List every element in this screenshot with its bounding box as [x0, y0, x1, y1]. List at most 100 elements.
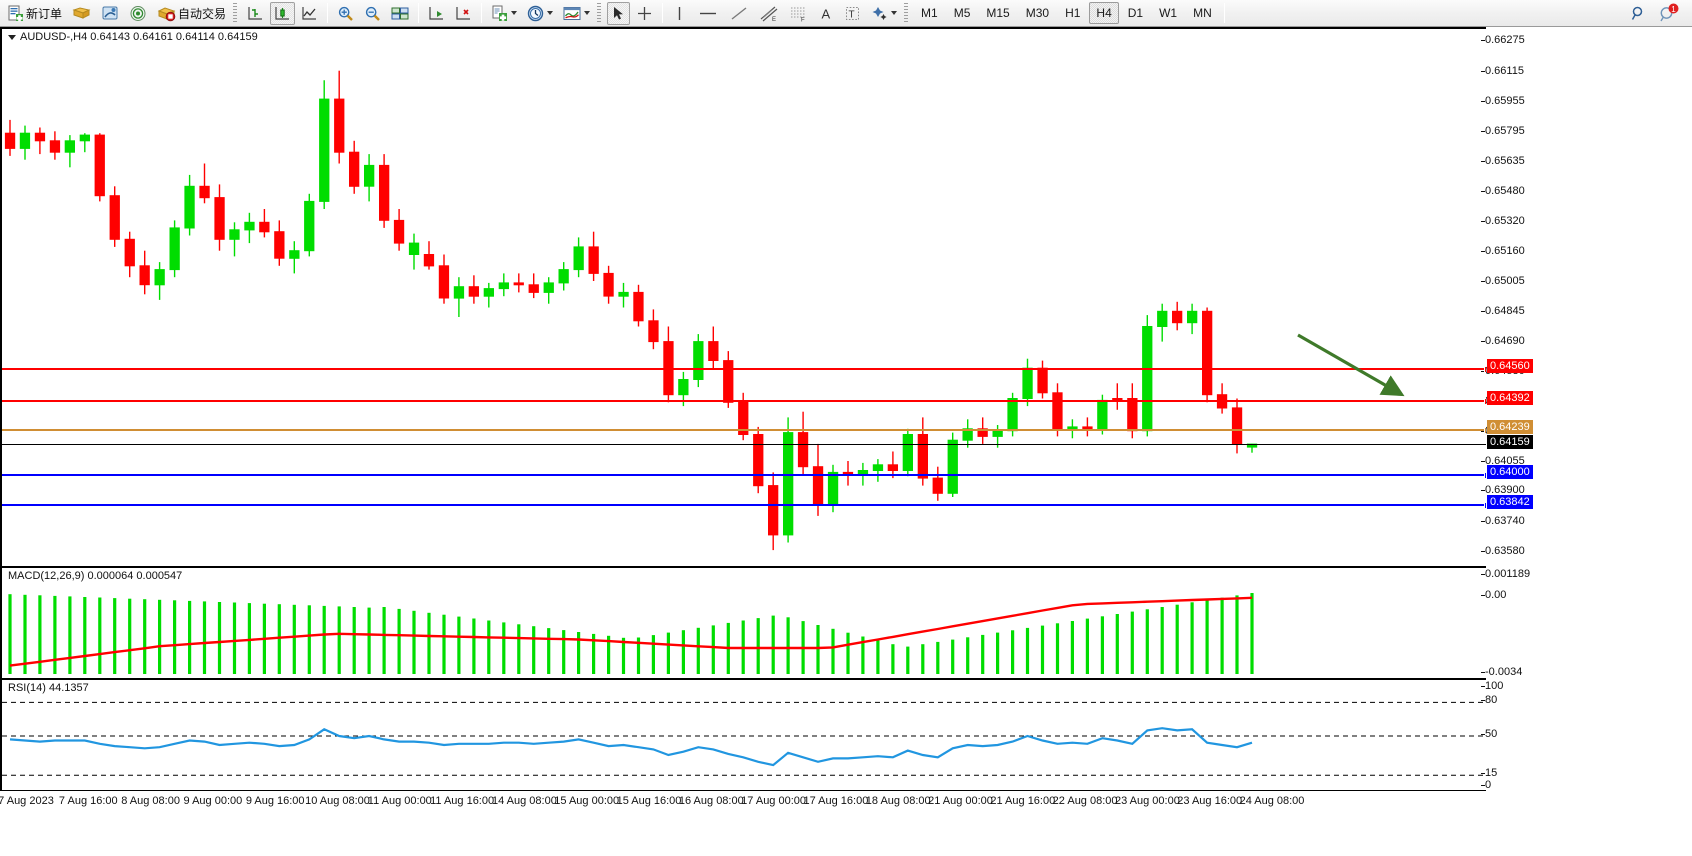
pivot-line[interactable] — [2, 426, 1486, 434]
tile-windows-button[interactable] — [387, 2, 413, 25]
fibonacci-button[interactable]: F — [785, 2, 813, 25]
resistance-line-2[interactable] — [2, 397, 1486, 405]
crosshair-icon — [636, 5, 653, 22]
timeframe-toolbar-grip[interactable] — [904, 3, 909, 23]
periodicity-button[interactable] — [523, 2, 557, 25]
support-1-price-badge[interactable]: 0.64000 — [1487, 465, 1533, 480]
price-tick: 0.65635 — [1481, 155, 1525, 168]
cursor-button[interactable] — [607, 1, 631, 25]
time-tick: 16 Aug 08:00 — [678, 795, 744, 807]
support-line-2[interactable] — [2, 502, 1486, 510]
macd-tick: 0.00 — [1480, 589, 1507, 602]
new-order-label: 新订单 — [26, 6, 63, 21]
time-tick: 7 Aug 2023 — [0, 795, 54, 807]
crosshair-button[interactable] — [632, 2, 657, 25]
macd-series — [8, 593, 1254, 674]
timeframe-m5[interactable]: M5 — [953, 6, 971, 20]
timeframe-m15[interactable]: M15 — [986, 6, 1010, 20]
timeframe-h1[interactable]: H1 — [1065, 6, 1081, 20]
timeframe-w1[interactable]: W1 — [1159, 6, 1178, 20]
time-tick: 11 Aug 00:00 — [367, 795, 432, 807]
pivot-price-badge[interactable]: 0.64239 — [1487, 419, 1533, 434]
timeframe-d1[interactable]: D1 — [1127, 6, 1144, 20]
price-tick: 0.63900 — [1481, 484, 1525, 497]
notification-badge-count: 1 — [1671, 5, 1676, 14]
chart-shift-button[interactable] — [424, 2, 449, 25]
price-tick: 0.65005 — [1481, 274, 1525, 287]
annotation-arrow[interactable] — [1292, 329, 1412, 404]
market-watch-button[interactable] — [125, 2, 151, 25]
search-button[interactable] — [1626, 2, 1652, 25]
trendline-button[interactable] — [725, 2, 753, 25]
timeframe-m30[interactable]: M30 — [1025, 6, 1050, 20]
support-line-1[interactable] — [2, 472, 1486, 480]
chevron-down-icon[interactable] — [511, 11, 518, 15]
chevron-down-icon[interactable] — [891, 11, 898, 15]
time-tick: 21 Aug 16:00 — [990, 795, 1056, 807]
resistance-1-price-badge[interactable]: 0.64560 — [1487, 359, 1533, 374]
auto-trading-button[interactable]: 自动交易 — [153, 2, 230, 25]
support-line-1-handle[interactable] — [1484, 472, 1486, 480]
line-chart-button[interactable] — [297, 2, 322, 25]
chart-window[interactable]: AUDUSD-,H4 0.64143 0.64161 0.64114 0.641… — [0, 27, 1692, 856]
price-axis[interactable]: 0.66275 0.66115 0.65955 0.65795 0.65635 0.654… — [1480, 27, 1692, 856]
notifications-button[interactable]: 1 — [1654, 2, 1684, 25]
cursor-icon — [611, 5, 626, 22]
resistance-line-1[interactable] — [2, 366, 1486, 374]
chevron-down-icon[interactable] — [547, 11, 554, 15]
horizontal-line-icon — [697, 5, 719, 22]
timeframe-m1[interactable]: M1 — [921, 6, 938, 20]
chart-shift-icon — [428, 5, 445, 22]
text-button[interactable]: A — [815, 2, 838, 25]
indicators-button[interactable] — [559, 2, 594, 25]
horizontal-line-button[interactable] — [693, 2, 723, 25]
chevron-down-icon[interactable] — [584, 11, 591, 15]
price-pane[interactable]: AUDUSD-,H4 0.64143 0.64161 0.64114 0.641… — [2, 27, 1486, 567]
mql5-community-button[interactable] — [97, 2, 123, 25]
zoom-in-button[interactable] — [333, 2, 358, 25]
time-tick: 17 Aug 00:00 — [741, 795, 807, 807]
support-2-price-badge[interactable]: 0.63842 — [1487, 495, 1533, 510]
toolbar-separator-1 — [327, 3, 329, 23]
shapes-button[interactable] — [867, 2, 901, 25]
rsi-pane[interactable]: RSI(14) 44.1357 — [2, 679, 1486, 791]
vertical-line-button[interactable] — [668, 2, 691, 25]
fibonacci-icon: F — [789, 4, 809, 22]
new-order-button[interactable]: 新订单 — [3, 2, 66, 25]
draw-toolbar-grip[interactable] — [597, 3, 602, 23]
toolbar-grip[interactable] — [233, 3, 238, 23]
toolbar-separator-4 — [662, 3, 664, 23]
auto-scroll-button[interactable] — [451, 2, 476, 25]
time-axis[interactable]: 7 Aug 2023 7 Aug 16:00 8 Aug 08:00 9 Aug 00… — [0, 793, 1484, 813]
bar-chart-button[interactable] — [243, 2, 268, 25]
price-tick: 0.63740 — [1481, 514, 1525, 527]
text-label-button[interactable]: T — [840, 2, 865, 25]
toolbar-separator-3 — [481, 3, 483, 23]
expert-advisors-button[interactable] — [68, 2, 95, 25]
support-line-2-handle[interactable] — [1484, 502, 1486, 510]
price-tick: 0.64845 — [1481, 305, 1525, 318]
symbol-ohlc-label: AUDUSD-,H4 0.64143 0.64161 0.64114 0.641… — [8, 31, 258, 43]
timeframe-mn[interactable]: MN — [1193, 6, 1212, 20]
macd-pane[interactable]: MACD(12,26,9) 0.000064 0.000547 — [2, 567, 1486, 679]
resistance-line-1-handle[interactable] — [1484, 366, 1486, 374]
pivot-line-handle[interactable] — [1484, 426, 1486, 434]
toolbar-separator-2 — [418, 3, 420, 23]
timeframe-h4[interactable]: H4 — [1089, 2, 1119, 24]
time-tick: 7 Aug 16:00 — [58, 795, 118, 807]
last-price-price-badge[interactable]: 0.64159 — [1487, 435, 1533, 450]
rsi-series — [2, 701, 1486, 776]
last-price-line[interactable] — [2, 444, 1486, 446]
resistance-line-2-handle[interactable] — [1484, 397, 1486, 405]
price-tick: 0.65160 — [1481, 245, 1525, 258]
line-chart-icon — [301, 5, 318, 22]
new-chart-button[interactable] — [487, 2, 521, 25]
bar-chart-icon — [247, 5, 264, 22]
toolbar-separator-5 — [1223, 3, 1225, 23]
equidistant-channel-button[interactable]: E — [755, 2, 783, 25]
symbol-dropdown-icon[interactable] — [8, 34, 16, 40]
price-tick: 0.65955 — [1481, 94, 1525, 107]
resistance-2-price-badge[interactable]: 0.64392 — [1487, 390, 1533, 405]
zoom-out-button[interactable] — [360, 2, 385, 25]
candlestick-chart-button[interactable] — [270, 1, 296, 25]
